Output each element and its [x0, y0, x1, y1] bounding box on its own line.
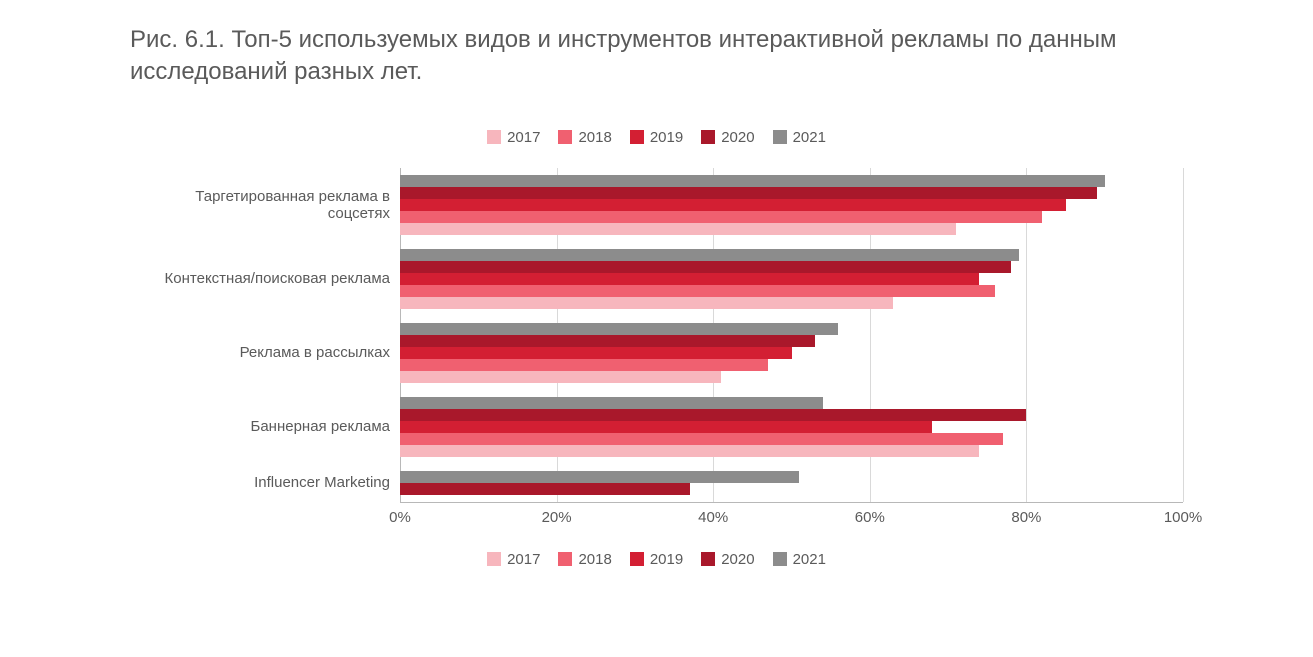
bar-2020	[400, 409, 1026, 421]
legend-item-2018: 2018	[558, 129, 611, 146]
x-tick-label: 40%	[698, 509, 728, 526]
bar-group	[400, 316, 1183, 390]
bar-2021	[400, 175, 1105, 187]
legend-item-2017: 2017	[487, 551, 540, 568]
legend-item-2020: 2020	[701, 551, 754, 568]
bar-group	[400, 242, 1183, 316]
legend-swatch	[487, 552, 501, 566]
legend-swatch	[630, 130, 644, 144]
legend-item-2017: 2017	[487, 129, 540, 146]
bar-2019	[400, 273, 979, 285]
x-axis-ticks: 0%20%40%60%80%100%	[400, 509, 1183, 529]
bar-2020	[400, 483, 690, 495]
bar-2020	[400, 261, 1011, 273]
legend-item-2021: 2021	[773, 129, 826, 146]
legend-swatch	[630, 552, 644, 566]
y-axis-labels: Таргетированная реклама в соцсетяхКонтек…	[130, 168, 400, 503]
bar-2020	[400, 335, 815, 347]
bar-2021	[400, 471, 799, 483]
bar-2017	[400, 223, 956, 235]
bar-2021	[400, 323, 838, 335]
bar-2021	[400, 397, 823, 409]
legend-label: 2018	[578, 551, 611, 568]
bar-2020	[400, 187, 1097, 199]
bar-2017	[400, 297, 893, 309]
legend-swatch	[558, 130, 572, 144]
legend-label: 2021	[793, 551, 826, 568]
legend-item-2019: 2019	[630, 129, 683, 146]
legend-label: 2019	[650, 129, 683, 146]
bar-group	[400, 390, 1183, 464]
legend-top: 2017 2018 2019 2020 2021	[130, 129, 1183, 146]
legend-swatch	[701, 552, 715, 566]
bar-2018	[400, 285, 995, 297]
x-tick-label: 60%	[855, 509, 885, 526]
category-label: Реклама в рассылках	[130, 316, 400, 390]
category-label: Контекстная/поисковая реклама	[130, 242, 400, 316]
x-tick-label: 80%	[1011, 509, 1041, 526]
bar-2019	[400, 199, 1066, 211]
bar-2021	[400, 249, 1019, 261]
bar-2018	[400, 359, 768, 371]
legend-swatch	[558, 552, 572, 566]
legend-label: 2017	[507, 551, 540, 568]
chart-title: Рис. 6.1. Топ-5 используемых видов и инс…	[130, 24, 1183, 89]
bar-2017	[400, 445, 979, 457]
chart: 2017 2018 2019 2020 2021 Таргетированная рек…	[130, 129, 1183, 568]
legend-item-2019: 2019	[630, 551, 683, 568]
legend-label: 2020	[721, 551, 754, 568]
bar-2018	[400, 211, 1042, 223]
category-label: Influencer Marketing	[130, 464, 400, 502]
bar-group	[400, 168, 1183, 242]
bar-2018	[400, 433, 1003, 445]
bar-2017	[400, 371, 721, 383]
legend-label: 2017	[507, 129, 540, 146]
x-tick-label: 100%	[1164, 509, 1202, 526]
x-tick-label: 20%	[542, 509, 572, 526]
legend-swatch	[773, 130, 787, 144]
legend-label: 2021	[793, 129, 826, 146]
legend-label: 2018	[578, 129, 611, 146]
bar-2019	[400, 421, 932, 433]
legend-item-2018: 2018	[558, 551, 611, 568]
legend-item-2020: 2020	[701, 129, 754, 146]
legend-label: 2019	[650, 551, 683, 568]
legend-swatch	[701, 130, 715, 144]
category-label: Баннерная реклама	[130, 390, 400, 464]
bar-2019	[400, 347, 792, 359]
gridline	[1183, 168, 1184, 502]
legend-label: 2020	[721, 129, 754, 146]
x-tick-label: 0%	[389, 509, 411, 526]
legend-swatch	[487, 130, 501, 144]
legend-item-2021: 2021	[773, 551, 826, 568]
legend-bottom: 2017 2018 2019 2020 2021	[130, 551, 1183, 568]
plot-area	[400, 168, 1183, 503]
category-label: Таргетированная реклама в соцсетях	[130, 168, 400, 242]
legend-swatch	[773, 552, 787, 566]
bar-group	[400, 464, 1183, 502]
